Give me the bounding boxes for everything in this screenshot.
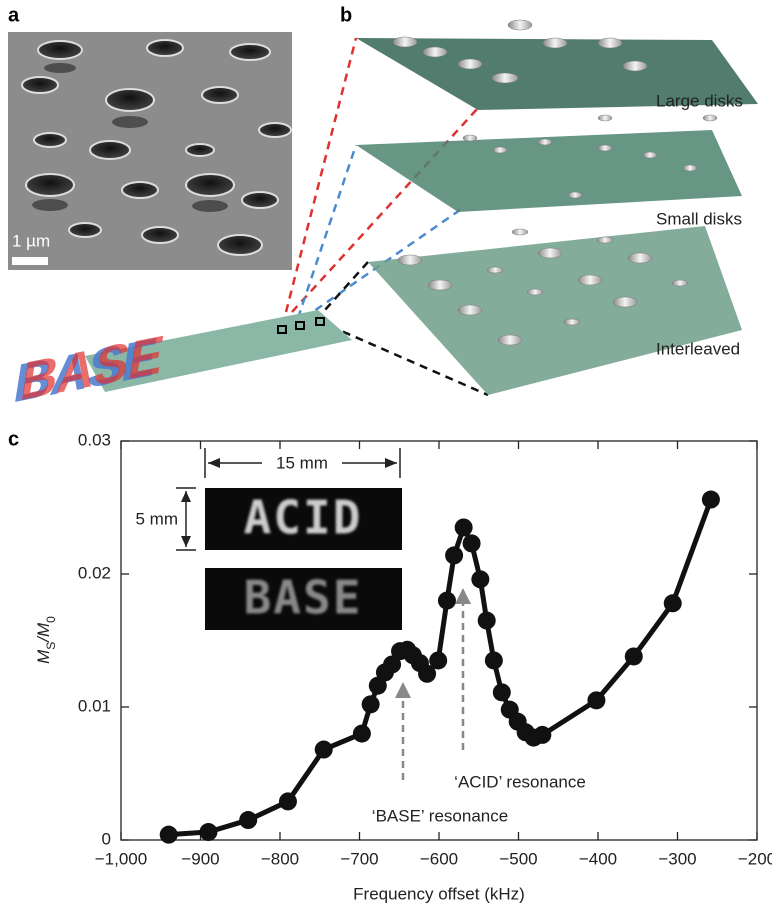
figure: a 1 µm b [0,0,772,908]
y-axis-label: MS/M0 [34,616,58,664]
data-point [353,725,371,743]
data-point [463,534,481,552]
dimension-arrowhead [181,491,191,502]
data-point [493,683,511,701]
inset-image-text: ACID [244,491,363,545]
dimension-arrowhead [208,458,220,468]
x-tick-label: −600 [420,849,458,868]
layer-label: Interleaved [656,339,740,358]
annotation: ‘ACID’ resonance [454,772,586,791]
dimension-arrowhead [181,536,191,547]
data-point [445,546,463,564]
x-tick-label: −800 [261,849,299,868]
sem-image [8,32,292,270]
y-axis-label-part: 0 [44,616,58,623]
y-axis-label-part: S [44,642,58,650]
y-tick-label: 0.01 [78,696,111,715]
dimension-arrowhead [385,458,397,468]
y-axis-label-part: M [34,649,53,664]
x-tick-label: −300 [658,849,696,868]
data-point [625,647,643,665]
layer-label: Large disks [656,91,743,110]
y-tick-label: 0 [102,829,111,848]
data-point [362,695,380,713]
data-point [199,823,217,841]
x-tick-label: −1,000 [95,849,147,868]
data-point [160,826,178,844]
inset-height-label: 5 mm [136,509,179,528]
panel-label: a [8,4,20,26]
y-tick-label: 0.02 [78,563,111,582]
data-point [664,594,682,612]
x-tick-label: −900 [181,849,219,868]
data-point [478,612,496,630]
data-point [438,592,456,610]
x-tick-label: −200 [738,849,772,868]
data-point [533,726,551,744]
scale-label: 1 µm [12,231,50,250]
layer-label: Small disks [656,209,742,228]
data-point [429,651,447,669]
x-tick-label: −400 [579,849,617,868]
panel-label: b [340,4,352,26]
x-axis-label: Frequency offset (kHz) [353,884,525,903]
panel-label: c [8,428,19,450]
annotation-arrowhead [455,588,471,604]
data-point [455,518,473,536]
scale-bar [12,257,48,265]
y-axis-label-part: /M [34,622,53,643]
inset-image-text: BASE [244,571,363,625]
slab-text: BASE [17,324,168,413]
data-point [315,741,333,759]
data-point [279,792,297,810]
data-point [485,651,503,669]
data-point [702,491,720,509]
data-point [239,811,257,829]
annotation: ‘BASE’ resonance [372,806,508,825]
annotation-arrowhead [395,682,411,698]
y-tick-label: 0.03 [78,430,111,449]
x-tick-label: −700 [340,849,378,868]
inset-width-label: 15 mm [276,453,328,472]
data-point [471,570,489,588]
data-point [587,691,605,709]
x-tick-label: −500 [499,849,537,868]
